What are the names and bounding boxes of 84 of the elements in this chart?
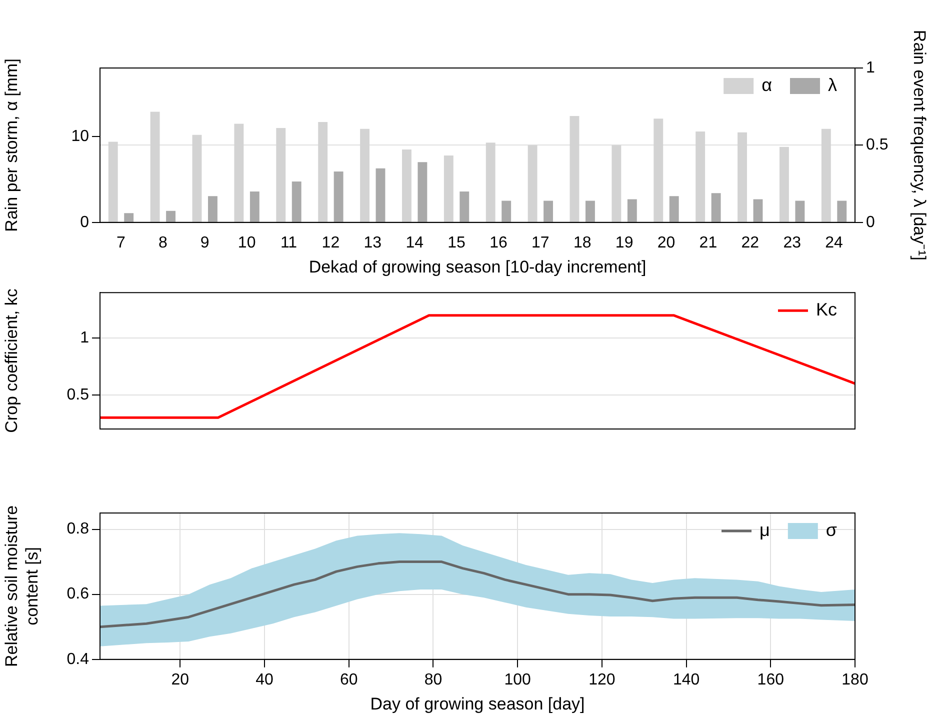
y-axis-title: Rain per storm, α [mm] <box>2 58 21 232</box>
bar <box>544 200 553 222</box>
bar <box>418 162 428 222</box>
x-tick-label: 16 <box>490 234 508 252</box>
x-tick-label: 12 <box>322 234 340 252</box>
bar <box>711 193 721 222</box>
legend-label: Kc <box>816 300 838 320</box>
legend-label: μ <box>760 520 770 540</box>
y-tick-label: 0.6 <box>66 586 90 603</box>
x-tick-label: 20 <box>657 234 676 252</box>
x-tick-label: 60 <box>340 671 358 688</box>
x-tick-label: 14 <box>406 234 424 252</box>
bar <box>234 124 244 222</box>
bar <box>292 181 302 222</box>
x-tick-label: 19 <box>615 234 634 252</box>
bar <box>795 200 805 222</box>
bar <box>334 171 344 222</box>
x-tick-label: 100 <box>504 671 532 688</box>
bar <box>318 122 328 222</box>
bar <box>360 128 370 222</box>
bar <box>570 116 580 222</box>
x-tick-label: 80 <box>424 671 442 688</box>
y2-tick-label: 0 <box>866 214 875 231</box>
x-tick-label: 24 <box>825 234 844 252</box>
x-tick-label: 20 <box>171 671 190 688</box>
bar <box>586 200 595 222</box>
bar <box>166 210 176 222</box>
bar <box>376 168 386 222</box>
bar <box>669 196 679 222</box>
x-tick-label: 7 <box>116 234 126 252</box>
bar <box>150 112 160 222</box>
x-tick-label: 140 <box>672 671 700 688</box>
bar <box>738 132 747 222</box>
y2-tick-label: 0.5 <box>866 136 888 154</box>
y-tick-label: 0 <box>80 214 90 231</box>
bar <box>612 145 622 222</box>
x-tick-label: 10 <box>238 234 256 252</box>
bar <box>276 128 286 222</box>
bar <box>108 142 118 222</box>
bar <box>821 128 831 222</box>
bar <box>753 199 763 222</box>
bar <box>780 146 789 222</box>
x-tick-label: 8 <box>158 234 168 252</box>
bar <box>250 192 260 222</box>
bar <box>192 134 202 222</box>
bar <box>208 196 218 222</box>
y-tick-label: 0.5 <box>66 386 90 404</box>
x-tick-label: 23 <box>783 234 802 252</box>
y-tick-label: 1 <box>80 329 90 346</box>
x-tick-label: 160 <box>757 671 784 688</box>
y-axis-title: Relative soil moisture content [s] <box>2 505 42 667</box>
bar <box>627 199 637 222</box>
bar <box>654 118 664 222</box>
y-tick-label: 0.8 <box>66 520 90 538</box>
bar <box>486 142 496 222</box>
legend-label: α <box>762 74 772 95</box>
bar <box>460 192 470 222</box>
legend-label: σ <box>826 520 837 540</box>
x-tick-label: 11 <box>280 234 298 252</box>
bar <box>124 213 134 222</box>
y2-axis-title: Rain event frequency, λ [day⁻¹] <box>910 30 930 260</box>
y-axis-title: Crop coefficient, kc <box>2 288 21 433</box>
x-tick-label: 120 <box>588 671 616 688</box>
x-tick-label: 13 <box>364 234 382 252</box>
x-tick-label: 22 <box>741 234 760 252</box>
x-axis-title: Day of growing season [day] <box>370 694 585 714</box>
bar <box>502 200 512 222</box>
bar <box>696 131 706 222</box>
x-tick-label: 18 <box>573 234 592 252</box>
x-tick-label: 15 <box>448 234 466 252</box>
x-tick-label: 9 <box>200 234 210 252</box>
y-tick-label: 10 <box>71 128 90 146</box>
bar <box>837 200 847 222</box>
x-tick-label: 21 <box>699 234 718 252</box>
bar <box>528 145 538 222</box>
legend-label: λ <box>828 74 837 95</box>
x-axis-title: Dekad of growing season [10-day increment] <box>308 257 646 276</box>
x-tick-label: 40 <box>256 671 274 688</box>
x-tick-label: 180 <box>842 671 868 688</box>
bar <box>444 155 454 222</box>
x-tick-label: 17 <box>532 234 550 252</box>
y-tick-label: 0.4 <box>66 650 90 668</box>
bar <box>402 149 412 222</box>
y2-tick-label: 1 <box>866 59 875 76</box>
